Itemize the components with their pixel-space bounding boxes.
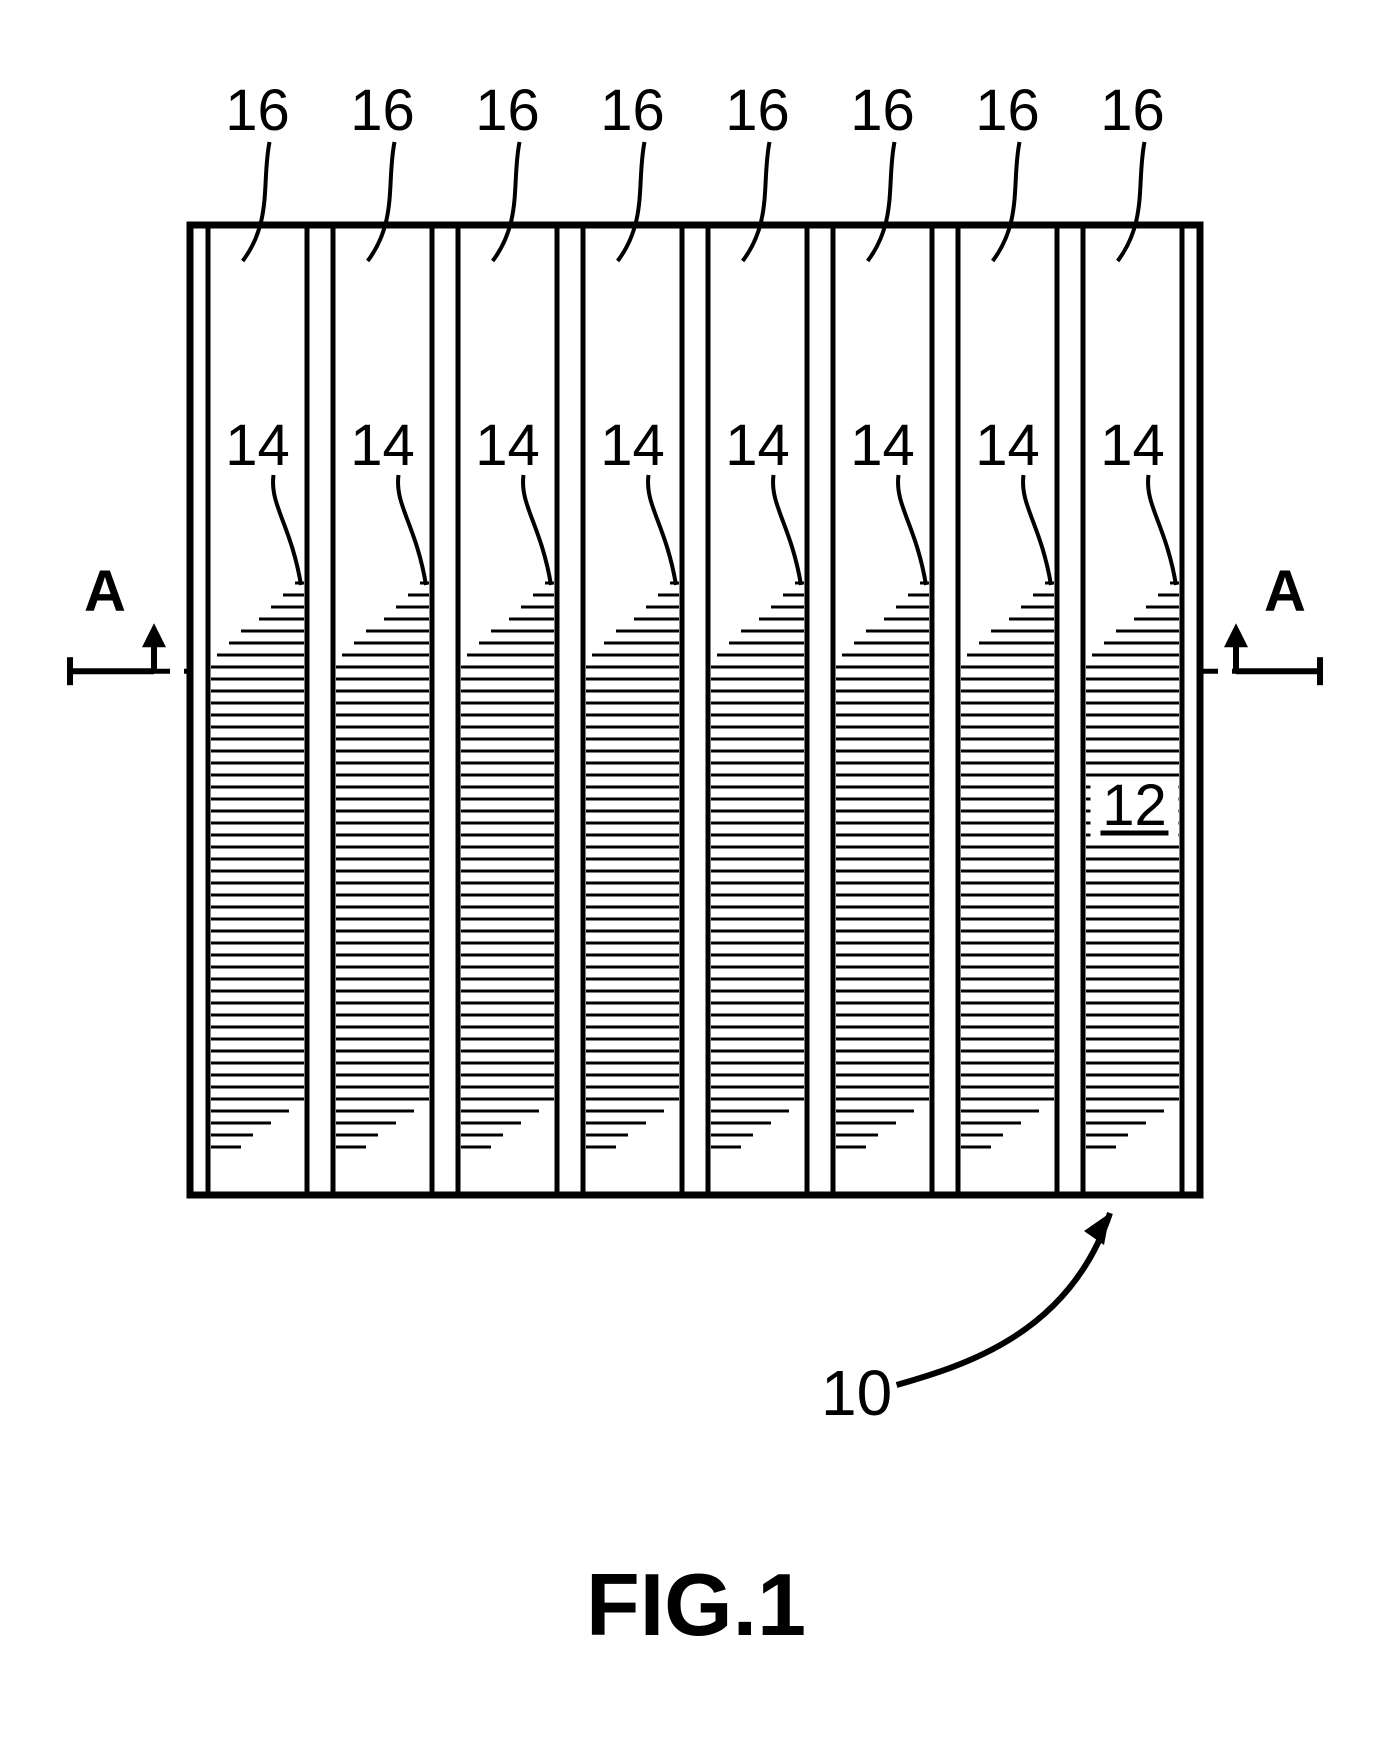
svg-text:14: 14 <box>975 413 1040 478</box>
svg-text:A: A <box>1264 559 1306 624</box>
svg-text:14: 14 <box>225 413 290 478</box>
svg-text:14: 14 <box>350 413 415 478</box>
svg-text:12: 12 <box>1102 773 1167 838</box>
svg-text:14: 14 <box>1100 413 1165 478</box>
svg-text:14: 14 <box>725 413 790 478</box>
svg-text:16: 16 <box>975 78 1040 143</box>
svg-text:FIG.1: FIG.1 <box>586 1555 806 1654</box>
svg-text:16: 16 <box>225 78 290 143</box>
svg-text:16: 16 <box>350 78 415 143</box>
svg-text:16: 16 <box>475 78 540 143</box>
svg-text:A: A <box>84 559 126 624</box>
svg-text:14: 14 <box>600 413 665 478</box>
svg-text:16: 16 <box>1100 78 1165 143</box>
svg-text:10: 10 <box>821 1357 892 1429</box>
svg-text:16: 16 <box>850 78 915 143</box>
svg-text:14: 14 <box>475 413 540 478</box>
svg-text:16: 16 <box>725 78 790 143</box>
svg-text:14: 14 <box>850 413 915 478</box>
svg-text:16: 16 <box>600 78 665 143</box>
